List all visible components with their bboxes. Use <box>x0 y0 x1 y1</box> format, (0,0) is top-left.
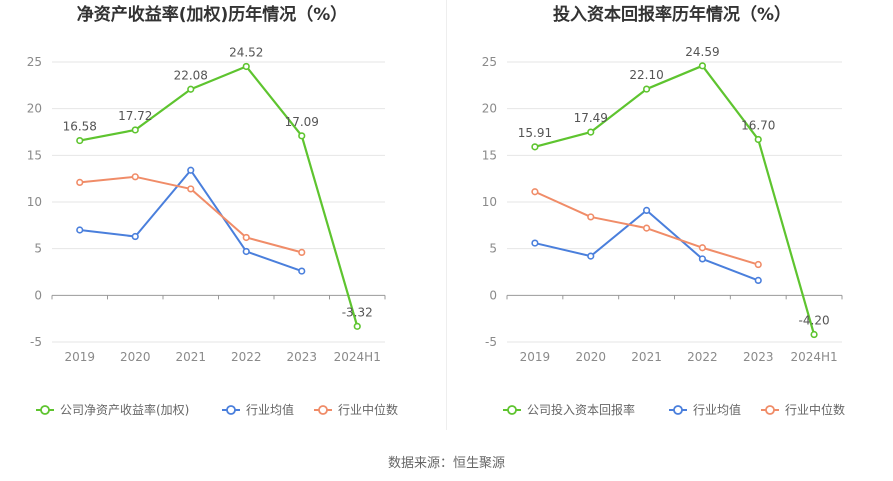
data-label: 22.10 <box>629 68 663 82</box>
data-point <box>587 128 595 136</box>
series-line <box>534 64 816 335</box>
y-tick-label: -5 <box>30 335 42 349</box>
panel-divider <box>446 0 447 430</box>
data-point <box>76 226 84 234</box>
legend-swatch-marker <box>318 405 328 415</box>
data-point <box>298 248 306 256</box>
data-point <box>187 166 195 174</box>
series-line <box>79 65 359 327</box>
data-point <box>531 188 539 196</box>
x-tick-label: 2019 <box>64 350 95 364</box>
y-tick-label: 10 <box>482 195 497 209</box>
data-point <box>242 62 250 71</box>
data-label: 22.08 <box>174 68 208 82</box>
legend-swatch-marker <box>40 405 50 415</box>
legend-label: 行业均值 <box>246 402 294 417</box>
data-point <box>587 252 595 260</box>
data-point <box>242 247 250 256</box>
data-label: 17.09 <box>285 115 319 129</box>
series-line <box>534 209 759 282</box>
x-tick-label: 2023 <box>286 350 317 364</box>
data-point <box>810 330 818 339</box>
y-tick-label: 15 <box>27 148 42 162</box>
data-point <box>298 132 306 140</box>
data-label: -3.32 <box>342 305 373 319</box>
data-point <box>76 136 84 145</box>
data-point <box>698 62 707 70</box>
x-tick-label: 2020 <box>575 350 606 364</box>
data-label: -4.20 <box>799 314 830 328</box>
data-point <box>531 143 539 151</box>
y-tick-label: 15 <box>482 148 497 162</box>
x-tick-label: 2019 <box>520 350 551 364</box>
legend-label: 公司净资产收益率(加权) <box>60 402 189 417</box>
data-point <box>642 224 651 232</box>
legend-swatch-marker <box>507 405 517 415</box>
data-point <box>187 85 195 93</box>
x-tick-label: 2024H1 <box>790 350 837 364</box>
chart-roe: 净资产收益率(加权)历年情况（%） -5 0 5 10 15 20 25 2019 2020 202… <box>0 0 446 430</box>
x-tick-label: 2020 <box>120 350 151 364</box>
legend-label: 行业中位数 <box>338 402 398 417</box>
data-point <box>754 135 762 144</box>
y-tick-label: 20 <box>482 102 497 116</box>
data-label: 17.49 <box>574 111 608 125</box>
y-tick-label: 25 <box>27 55 42 69</box>
chart-roic-svg: 投入资本回报率历年情况（%） -5 0 5 10 15 20 25 2019 2020 2021 20… <box>482 4 845 417</box>
chart-roe-svg: 净资产收益率(加权)历年情况（%） -5 0 5 10 15 20 25 2019 2020 202… <box>27 4 398 417</box>
data-point <box>587 213 595 221</box>
legend-label: 行业中位数 <box>785 402 845 417</box>
legend-label: 行业均值 <box>693 402 741 417</box>
chart-roic: 投入资本回报率历年情况（%） -5 0 5 10 15 20 25 2019 2020 2021 20… <box>447 0 893 430</box>
y-tick-label: 5 <box>34 242 42 256</box>
x-tick-label: 2024H1 <box>334 350 381 364</box>
y-tick-label: 25 <box>482 55 497 69</box>
data-point <box>698 244 707 252</box>
y-tick-label: -5 <box>485 335 497 349</box>
data-point <box>242 233 250 242</box>
data-point <box>754 260 762 269</box>
y-tick-label: 20 <box>27 102 42 116</box>
data-point <box>131 173 139 181</box>
chart-title: 净资产收益率(加权)历年情况（%） <box>77 4 348 25</box>
data-label: 15.91 <box>518 126 552 140</box>
data-point <box>76 178 84 186</box>
legend-swatch-marker <box>673 405 683 415</box>
x-tick-label: 2021 <box>175 350 206 364</box>
data-point <box>187 185 195 193</box>
y-tick-label: 0 <box>34 288 42 302</box>
y-tick-label: 0 <box>489 288 497 302</box>
data-point <box>698 255 707 263</box>
data-label: 16.58 <box>63 120 97 134</box>
chart-title: 投入资本回报率历年情况（%） <box>553 4 791 25</box>
data-label: 24.59 <box>685 45 719 59</box>
data-label: 16.70 <box>741 118 775 132</box>
legend-label: 公司投入资本回报率 <box>527 402 635 417</box>
data-point <box>298 267 306 275</box>
data-point <box>642 206 651 214</box>
data-point <box>131 126 139 134</box>
legend-swatch-marker <box>765 405 775 415</box>
x-tick-label: 2022 <box>231 350 262 364</box>
data-label: 17.72 <box>118 109 152 123</box>
x-tick-label: 2023 <box>743 350 774 364</box>
data-source: 数据来源：恒生聚源 <box>387 456 505 471</box>
legend-swatch-marker <box>226 405 236 415</box>
data-label: 24.52 <box>229 45 263 59</box>
x-tick-label: 2022 <box>687 350 718 364</box>
data-point <box>642 85 651 93</box>
data-point <box>754 276 762 285</box>
data-point <box>131 232 139 241</box>
data-point <box>531 239 539 247</box>
x-tick-label: 2021 <box>631 350 662 364</box>
data-point <box>353 322 361 330</box>
y-tick-label: 5 <box>489 242 497 256</box>
y-tick-label: 10 <box>27 195 42 209</box>
